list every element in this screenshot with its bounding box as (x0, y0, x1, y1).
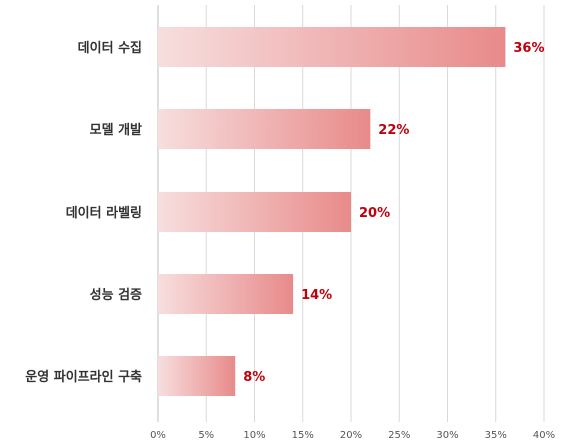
x-tick-label-20: 20% (340, 430, 362, 441)
bar-1 (158, 27, 506, 67)
x-axis-tick-labels: 0% 5% 10% 15% 20% 25% 30% 35% 40% (150, 430, 555, 441)
category-label-5: 운영 파이프라인 구축 (25, 369, 142, 385)
bar-4 (158, 274, 294, 314)
value-label-1: 36% (513, 41, 544, 56)
x-tick-label-30: 30% (436, 430, 458, 441)
value-labels: 36% 22% 20% 14% 8% (243, 41, 544, 385)
value-label-4: 14% (301, 288, 332, 303)
x-tick-label-10: 10% (243, 430, 265, 441)
bar-5 (158, 356, 236, 396)
x-tick-label-0: 0% (150, 430, 166, 441)
category-label-2: 모델 개발 (90, 122, 142, 138)
bar-2 (158, 109, 371, 149)
x-tick-label-40: 40% (533, 430, 555, 441)
x-tick-label-25: 25% (388, 430, 410, 441)
category-label-3: 데이터 라벨링 (66, 205, 142, 221)
x-tick-label-35: 35% (485, 430, 507, 441)
value-label-3: 20% (359, 206, 390, 221)
x-tick-label-5: 5% (198, 430, 214, 441)
value-label-5: 8% (243, 370, 265, 385)
category-label-1: 데이터 수집 (78, 40, 142, 56)
bar-3 (158, 192, 351, 232)
category-label-4: 성능 검증 (90, 288, 142, 303)
value-label-2: 22% (378, 123, 409, 138)
bars (158, 27, 506, 396)
x-tick-label-15: 15% (292, 430, 314, 441)
